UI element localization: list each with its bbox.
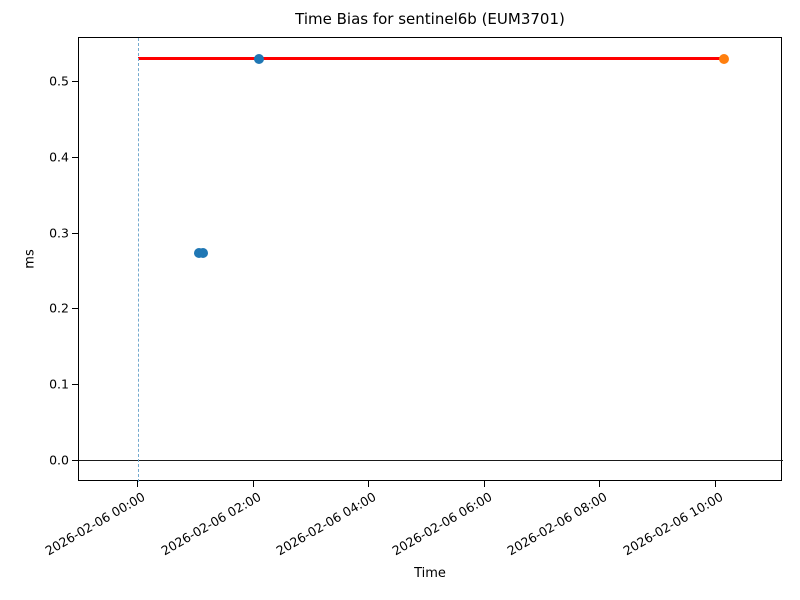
x-tick-mark (137, 481, 138, 487)
y-tick-label: 0.5 (49, 73, 69, 89)
y-tick-mark (72, 232, 78, 234)
x-axis-label: Time (414, 566, 446, 581)
x-tick-mark (599, 481, 601, 487)
x-tick-mark (252, 481, 254, 487)
y-tick-label: 0.4 (49, 149, 69, 165)
time-bias-measurements-point (254, 53, 265, 64)
x-tick-label: 2026-02-06 02:00 (157, 489, 263, 559)
y-tick-mark (72, 156, 78, 158)
time-bias-measurements-point (198, 248, 209, 259)
x-tick-label: 2026-02-06 10:00 (619, 489, 726, 559)
x-tick-label: 2026-02-06 08:00 (504, 489, 610, 559)
x-tick-mark (714, 481, 716, 487)
y-tick-mark (72, 459, 78, 461)
x-tick-mark (368, 481, 369, 487)
x-tick-label: 2026-02-06 00:00 (42, 489, 148, 559)
plot-area (78, 37, 783, 482)
applied-bias-segment (138, 57, 725, 61)
zero-reference-hline (79, 460, 783, 461)
y-tick-label: 0.2 (49, 300, 69, 316)
y-tick-label: 0.3 (49, 225, 69, 241)
y-tick-mark (72, 383, 78, 385)
x-tick-label: 2026-02-06 04:00 (273, 489, 379, 559)
y-axis-label: ms (22, 249, 38, 269)
x-tick-label: 2026-02-06 06:00 (388, 489, 495, 559)
start-time-vline (137, 38, 139, 482)
x-tick-mark (483, 481, 485, 487)
y-tick-label: 0.0 (49, 452, 69, 467)
chart-title: Time Bias for sentinel6b (EUM3701) (295, 10, 565, 28)
latest-time-bias-point (719, 53, 730, 64)
y-tick-mark (72, 81, 78, 83)
y-tick-label: 0.1 (49, 376, 69, 392)
y-tick-mark (72, 308, 78, 310)
